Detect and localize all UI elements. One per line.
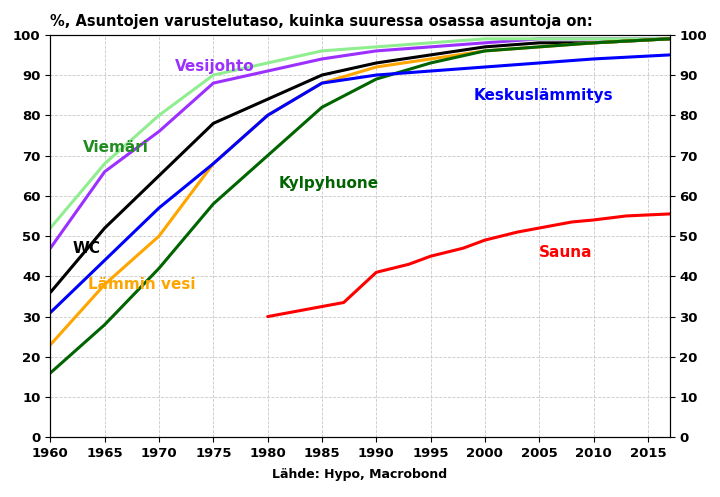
Text: Sauna: Sauna: [539, 245, 593, 259]
Text: Lämmin vesi: Lämmin vesi: [89, 277, 196, 292]
Text: WC: WC: [72, 241, 100, 255]
Text: Keskuslämmitys: Keskuslämmitys: [474, 87, 613, 103]
Text: Vesijohto: Vesijohto: [176, 60, 255, 75]
X-axis label: Lähde: Hypo, Macrobond: Lähde: Hypo, Macrobond: [272, 468, 448, 482]
Text: Viemäri: Viemäri: [83, 140, 149, 155]
Text: %, Asuntojen varustelutaso, kuinka suuressa osassa asuntoja on:: %, Asuntojen varustelutaso, kuinka suure…: [50, 14, 593, 29]
Text: Kylpyhuone: Kylpyhuone: [279, 176, 379, 191]
